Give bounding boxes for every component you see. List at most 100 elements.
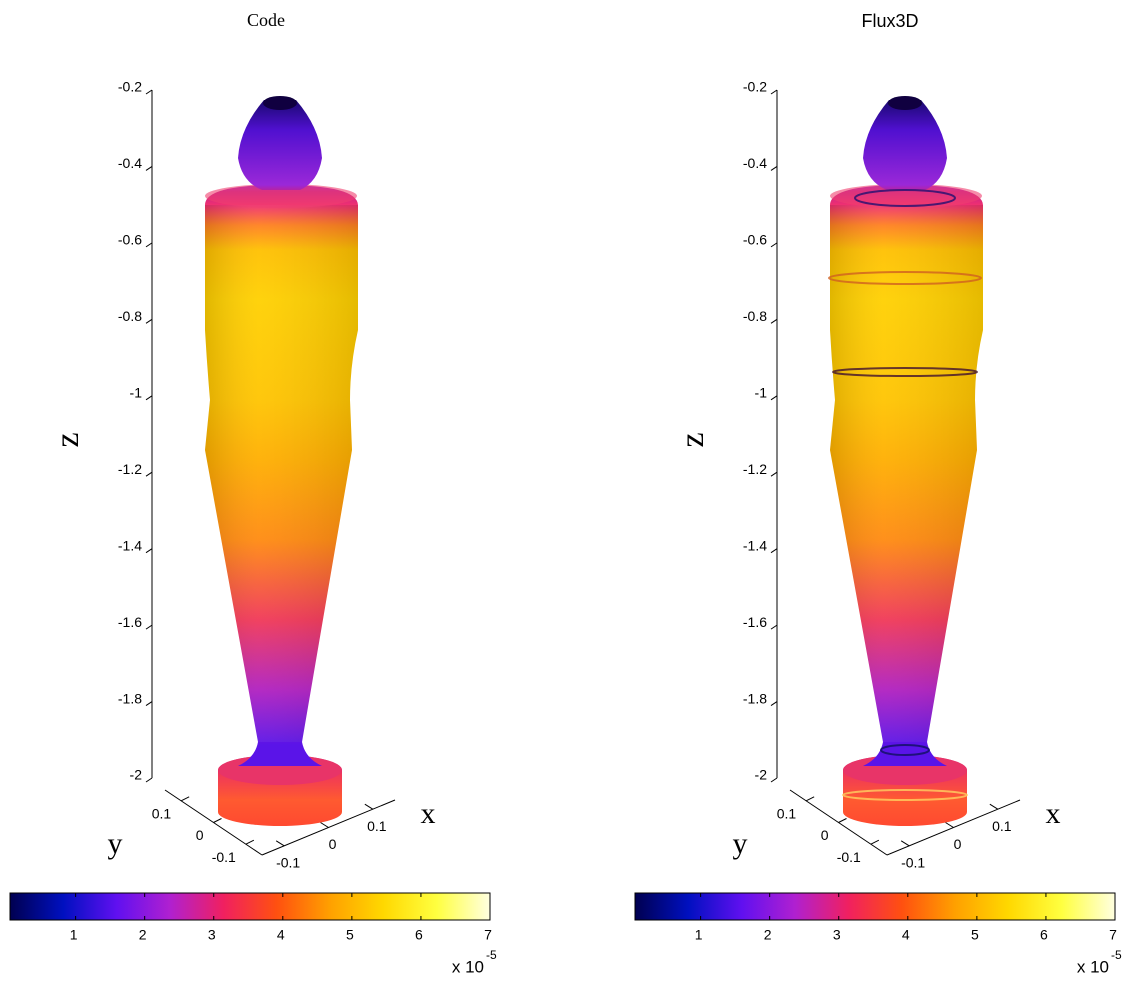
x-tick — [364, 803, 374, 810]
z-tick-label: -1.4 — [743, 537, 767, 553]
colorbar-exponent: -5 — [486, 948, 497, 962]
surface-shoulder — [830, 184, 982, 208]
z-tick-label: -0.2 — [743, 79, 767, 95]
z-axis-label: z — [49, 432, 86, 447]
x-tick — [945, 822, 954, 828]
z-tick — [145, 548, 153, 554]
z-tick-label: -1.4 — [118, 537, 142, 553]
surface-head — [863, 100, 947, 190]
colorbar-tick-label: 4 — [277, 927, 285, 943]
z-tick — [145, 318, 153, 324]
colorbar-tick-label: 1 — [70, 927, 78, 943]
z-tick — [145, 395, 153, 401]
x-tick-label: 0 — [954, 836, 962, 852]
colorbar-multiplier: x 10 — [452, 957, 484, 976]
colorbar-tick-label: 4 — [902, 927, 910, 943]
surface-head-top — [888, 96, 922, 110]
colorbar-tick-label: 7 — [1109, 927, 1117, 943]
z-tick-label: -1.2 — [743, 461, 767, 477]
colorbar-tick-label: 6 — [1040, 927, 1048, 943]
z-tick — [770, 624, 778, 630]
y-tick-label: -0.1 — [837, 849, 861, 865]
surface-ring — [832, 367, 978, 377]
z-tick-label: -0.8 — [743, 308, 767, 324]
chart-title: Flux3D — [861, 11, 918, 31]
y-tick-label: 0.1 — [152, 806, 172, 822]
y-tick-label: -0.1 — [212, 849, 236, 865]
z-tick — [770, 548, 778, 554]
x-tick-label: 0 — [329, 836, 337, 852]
panel: Flux3D -0.2 -0.4 -0.6 -0.8 -1 -1.2 -1.4 -1.6 -1.8… — [634, 11, 1122, 976]
colorbar-exponent: -5 — [1111, 948, 1122, 962]
x-tick-label: -0.1 — [901, 855, 925, 871]
y-tick — [838, 818, 847, 823]
z-tick — [145, 242, 153, 248]
surface-shade — [830, 205, 983, 742]
surface-ring — [828, 271, 982, 285]
z-tick — [770, 471, 778, 477]
surface-ring — [854, 189, 956, 207]
z-tick-label: -1.8 — [743, 690, 767, 706]
z-tick — [770, 242, 778, 248]
z-tick-label: -2 — [755, 767, 768, 783]
y-tick — [870, 839, 880, 845]
x-axis-label: x — [421, 797, 436, 830]
z-tick-label: -0.6 — [743, 232, 767, 248]
z-tick — [145, 89, 153, 95]
surface-head-top — [263, 96, 297, 110]
x-tick — [989, 803, 999, 810]
z-tick — [770, 395, 778, 401]
y-tick — [805, 796, 815, 802]
z-tick-label: -1.6 — [118, 614, 142, 630]
colorbar-multiplier: x 10 — [1077, 957, 1109, 976]
colorbar-tick-label: 2 — [764, 927, 772, 943]
z-tick — [145, 471, 153, 477]
surface-head — [238, 100, 322, 190]
chart-title: Code — [247, 10, 285, 30]
z-tick-label: -1.2 — [118, 461, 142, 477]
z-tick-label: -1.8 — [118, 690, 142, 706]
colorbar-tick-label: 5 — [971, 927, 979, 943]
z-tick — [145, 166, 153, 171]
colorbar-tick-label: 7 — [484, 927, 492, 943]
y-tick — [213, 818, 222, 823]
z-tick — [145, 701, 153, 706]
z-tick-label: -2 — [130, 767, 143, 783]
z-tick — [770, 701, 778, 706]
x-tick-label: 0.1 — [367, 818, 387, 834]
colorbar-tick-label: 2 — [139, 927, 147, 943]
surface-shoulder — [205, 184, 357, 208]
x-tick — [900, 840, 910, 847]
y-axis-label: y — [733, 827, 748, 860]
z-tick-label: -1 — [130, 384, 143, 400]
z-tick — [145, 777, 153, 783]
z-tick-label: -0.2 — [118, 79, 142, 95]
colorbar-tick-label: 3 — [833, 927, 841, 943]
z-tick — [770, 166, 778, 171]
y-axis-label: y — [108, 827, 123, 860]
x-tick-label: -0.1 — [276, 855, 300, 871]
colorbar-tick-label: 3 — [208, 927, 216, 943]
surface — [205, 96, 358, 826]
surface-ring — [880, 744, 930, 756]
colorbar-tick-label: 6 — [415, 927, 423, 943]
colorbar — [634, 892, 1116, 921]
z-tick-label: -0.4 — [118, 155, 142, 171]
surface-shade — [205, 205, 358, 742]
z-tick-label: -1 — [755, 384, 768, 400]
x-axis-label: x — [1046, 797, 1061, 830]
y-tick-label: 0 — [821, 827, 829, 843]
y-tick — [245, 839, 255, 845]
z-tick — [770, 777, 778, 783]
z-tick — [770, 89, 778, 95]
y-tick-label: 0 — [196, 827, 204, 843]
y-tick-label: 0.1 — [777, 806, 797, 822]
x-tick — [275, 840, 285, 847]
z-axis-label: z — [674, 432, 711, 447]
x-tick-label: 0.1 — [992, 818, 1012, 834]
colorbar-tick-label: 1 — [695, 927, 703, 943]
z-tick-label: -0.8 — [118, 308, 142, 324]
y-tick — [180, 796, 190, 802]
